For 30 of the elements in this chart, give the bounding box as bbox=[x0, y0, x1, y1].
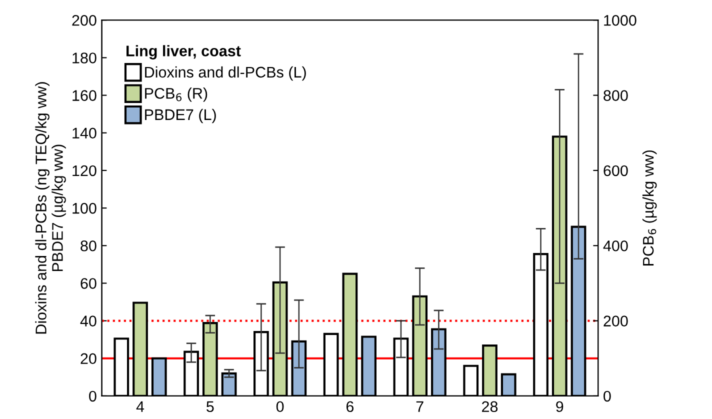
y2-tick-label: 800 bbox=[604, 90, 628, 101]
y2-axis-title: PCB$_{6}$ (µg/kg ww) bbox=[642, 150, 657, 266]
legend-label: Dioxins and dl-PCBs (L) bbox=[145, 66, 306, 81]
x-tick-label: 9 bbox=[556, 401, 564, 412]
y-tick-label: 0 bbox=[89, 390, 96, 402]
x-tick-label: 7 bbox=[416, 401, 424, 412]
y-tick-label: 180 bbox=[72, 52, 96, 64]
x-tick-label: 4 bbox=[136, 401, 144, 412]
y-tick-label: 60 bbox=[80, 278, 96, 289]
y-axis-title: Dioxins and dl-PCBs (ng TEQ/kg ww) PBDE7 (µg/kg ww) bbox=[35, 82, 66, 334]
x-tick-label: 6 bbox=[346, 401, 354, 412]
y2-tick-label: 200 bbox=[604, 316, 628, 326]
x-tick-label: 0 bbox=[276, 401, 284, 412]
y2-tick-label: 1000 bbox=[604, 14, 636, 26]
y-tick-label: 140 bbox=[72, 128, 96, 139]
legend-label: PBDE7 (L) bbox=[145, 108, 216, 124]
y-tick-label: 160 bbox=[72, 90, 96, 101]
y2-tick-label: 600 bbox=[604, 165, 628, 176]
y-tick-label: 80 bbox=[80, 240, 96, 252]
y-tick-label: 100 bbox=[72, 202, 96, 214]
y2-tick-label: 0 bbox=[604, 390, 611, 402]
legend-title: Ling liver, coast bbox=[126, 45, 241, 60]
y-tick-label: 20 bbox=[80, 353, 96, 364]
y-tick-label: 40 bbox=[80, 316, 96, 326]
y-tick-label: 200 bbox=[72, 14, 96, 26]
y2-tick-label: 400 bbox=[603, 240, 628, 252]
legend-label: PCB$_{6}$ (R) bbox=[145, 88, 208, 102]
x-tick-label: 5 bbox=[206, 401, 214, 412]
y-tick-label: 120 bbox=[72, 165, 96, 176]
x-tick-label: 28 bbox=[482, 401, 498, 412]
